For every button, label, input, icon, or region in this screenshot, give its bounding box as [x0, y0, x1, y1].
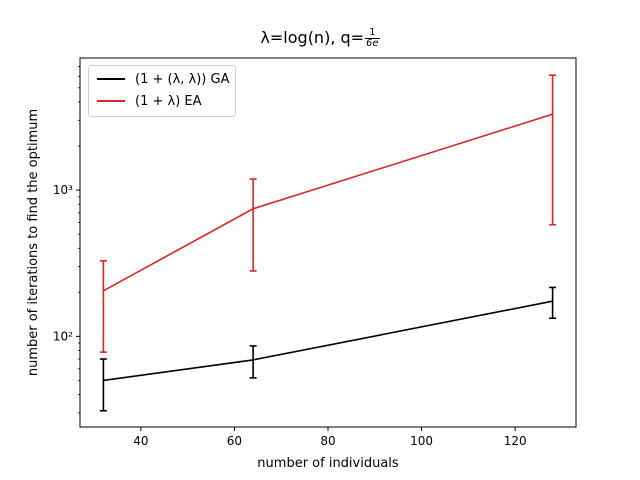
- legend-entry-ga: (1 + (λ, λ)) GA: [97, 69, 229, 89]
- x-tick-label: 60: [227, 434, 242, 448]
- x-tick-label: 100: [410, 434, 433, 448]
- y-tick-label: 10²: [53, 329, 73, 343]
- chart-title-main: λ=log(n), q=: [260, 28, 365, 47]
- x-tick-label: 80: [320, 434, 335, 448]
- legend-line-ea: [97, 100, 125, 102]
- series-line-1: [103, 113, 553, 292]
- axis-ticks: 40 60 80 100 120 10² 10³: [53, 66, 527, 448]
- chart-title: λ=log(n), q= 1 6e: [0, 28, 640, 49]
- legend-label-ga: (1 + (λ, λ)) GA: [135, 71, 230, 87]
- fraction-denominator: 6e: [366, 38, 379, 49]
- x-axis-label: number of individuals: [257, 456, 399, 471]
- legend-label-ea: (1 + λ) EA: [135, 93, 202, 109]
- legend: (1 + (λ, λ)) GA (1 + λ) EA: [88, 65, 236, 117]
- legend-line-ga: [97, 78, 125, 80]
- x-tick-label: 120: [504, 434, 527, 448]
- legend-entry-ea: (1 + λ) EA: [97, 91, 202, 111]
- chart-marks: [99, 74, 557, 412]
- y-axis-label: number of iterations to find the optimum: [26, 109, 41, 376]
- y-tick-label: 10³: [53, 183, 73, 197]
- chart-title-fraction: 1 6e: [365, 28, 380, 49]
- x-tick-label: 40: [133, 434, 148, 448]
- fraction-numerator: 1: [365, 28, 380, 39]
- series-line-0: [103, 300, 553, 382]
